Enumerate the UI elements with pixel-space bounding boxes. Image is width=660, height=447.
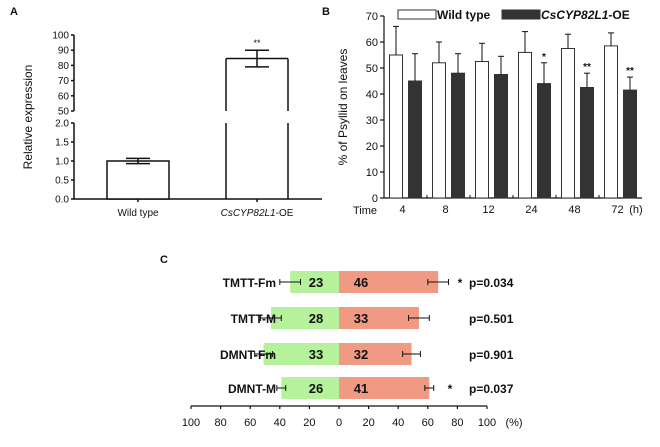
bar-left	[281, 377, 339, 399]
bar-left	[290, 271, 339, 293]
bar-wild-type	[561, 48, 575, 199]
x-axis-unit: (h)	[629, 204, 642, 216]
y-tick-label: 10	[366, 167, 378, 179]
p-value-label: p=0.501	[469, 312, 514, 326]
x-tick-label: 20	[362, 417, 374, 429]
legend-label-wild-type: Wild type	[437, 8, 491, 22]
bar-right	[339, 377, 430, 399]
significance-label: *	[542, 52, 546, 63]
significance-label: **	[626, 66, 634, 77]
y-tick-label: 50	[366, 63, 378, 75]
x-tick-label: 80	[451, 417, 463, 429]
bar-oe	[494, 74, 508, 199]
count-label-right: 46	[354, 275, 368, 290]
y-tick-label: 1.0	[55, 157, 69, 168]
legend-swatch-oe	[501, 9, 541, 20]
p-value-label: p=0.034	[469, 276, 514, 290]
bar-oe	[537, 83, 551, 199]
bar-wild-type	[518, 51, 532, 199]
count-label-right: 32	[354, 347, 368, 362]
panel-label-c: C	[160, 254, 168, 266]
panel-c-chart: 23 46 TMTT-Fm * p=0.034 28 33 TMTT-M p=0.501 33 32…	[182, 271, 523, 429]
x-tick-label: 40	[274, 417, 286, 429]
x-axis-label: Time	[353, 205, 377, 217]
x-tick-label: 12	[482, 204, 494, 216]
count-label-right: 33	[354, 311, 368, 326]
p-value-label: p=0.037	[469, 382, 514, 396]
y-tick-label: 30	[366, 115, 378, 127]
legend-swatch-wild-type	[397, 9, 437, 20]
bar-oe	[580, 87, 594, 199]
y-tick-label: 0	[372, 193, 378, 205]
x-tick-label: 72	[611, 204, 623, 216]
y-tick-label: 100	[52, 31, 69, 42]
x-tick-label: 100	[182, 417, 200, 429]
category-label: TMTT-M	[231, 312, 276, 326]
y-axis-label: % of Psyllid on leaves	[336, 49, 350, 166]
x-tick-label: 80	[214, 417, 226, 429]
bar-left	[263, 343, 339, 365]
x-tick-label: 8	[442, 204, 448, 216]
significance-label: **	[583, 62, 591, 73]
significance-label: *	[448, 382, 453, 396]
x-tick-label: CsCYP82L1-OE	[221, 208, 294, 219]
category-label: DMNT-M	[228, 382, 276, 396]
y-axis-label: Relative expression	[21, 65, 35, 170]
count-label-left: 33	[309, 347, 323, 362]
x-tick-label: Wild type	[117, 208, 159, 219]
x-tick-label: 48	[568, 204, 580, 216]
x-tick-label: 24	[525, 204, 537, 216]
x-tick-label: 20	[303, 417, 315, 429]
y-tick-label: 50	[58, 107, 70, 118]
count-label-right: 41	[354, 381, 368, 396]
bar-oe	[451, 72, 465, 199]
bar-right	[339, 271, 439, 293]
significance-label: **	[253, 38, 261, 48]
legend-label-oe: CsCYP82L1-OE	[541, 8, 630, 22]
bar-oe	[408, 80, 422, 199]
bar-wild-type	[475, 61, 489, 199]
y-tick-label: 1.5	[55, 138, 69, 149]
panel-label-a: A	[10, 6, 18, 18]
x-tick-label: 60	[422, 417, 434, 429]
y-tick-label: 0.5	[55, 176, 69, 187]
bar-wild-type	[106, 160, 170, 200]
x-tick-label: 40	[392, 417, 404, 429]
bar-wild-type	[389, 54, 403, 199]
x-tick-label: 0	[336, 417, 342, 429]
x-axis-unit: (%)	[505, 417, 522, 429]
y-tick-label: 70	[58, 76, 70, 87]
bar-oe	[623, 89, 637, 199]
category-label: TMTT-Fm	[223, 276, 276, 290]
bar-right	[339, 307, 419, 329]
y-tick-label: 60	[58, 91, 70, 102]
bar-right	[339, 343, 412, 365]
panel-label-b: B	[322, 6, 330, 18]
x-tick-label: 4	[399, 204, 405, 216]
significance-label: *	[458, 276, 463, 290]
bar-wild-type	[432, 62, 446, 199]
category-label: DMNT-Fm	[220, 348, 276, 362]
count-label-left: 28	[309, 311, 323, 326]
x-tick-label: 100	[478, 417, 496, 429]
count-label-left: 23	[309, 275, 323, 290]
bar-left	[270, 307, 339, 329]
bar-wild-type	[604, 45, 618, 199]
count-label-left: 26	[309, 381, 323, 396]
panel-a-chart: 0.0 0.5 1.0 1.5 2.050 60 70 80 90 100 Relative exp…	[21, 31, 322, 219]
y-tick-label: 0.0	[55, 195, 69, 206]
y-tick-label: 40	[366, 89, 378, 101]
y-tick-label: 80	[58, 61, 70, 72]
y-tick-label: 20	[366, 141, 378, 153]
x-tick-label: 60	[244, 417, 256, 429]
y-tick-label: 2.0	[55, 119, 69, 130]
p-value-label: p=0.901	[469, 348, 514, 362]
y-tick-label: 90	[58, 46, 70, 57]
y-tick-label: 70	[366, 11, 378, 23]
y-tick-label: 60	[366, 37, 378, 49]
